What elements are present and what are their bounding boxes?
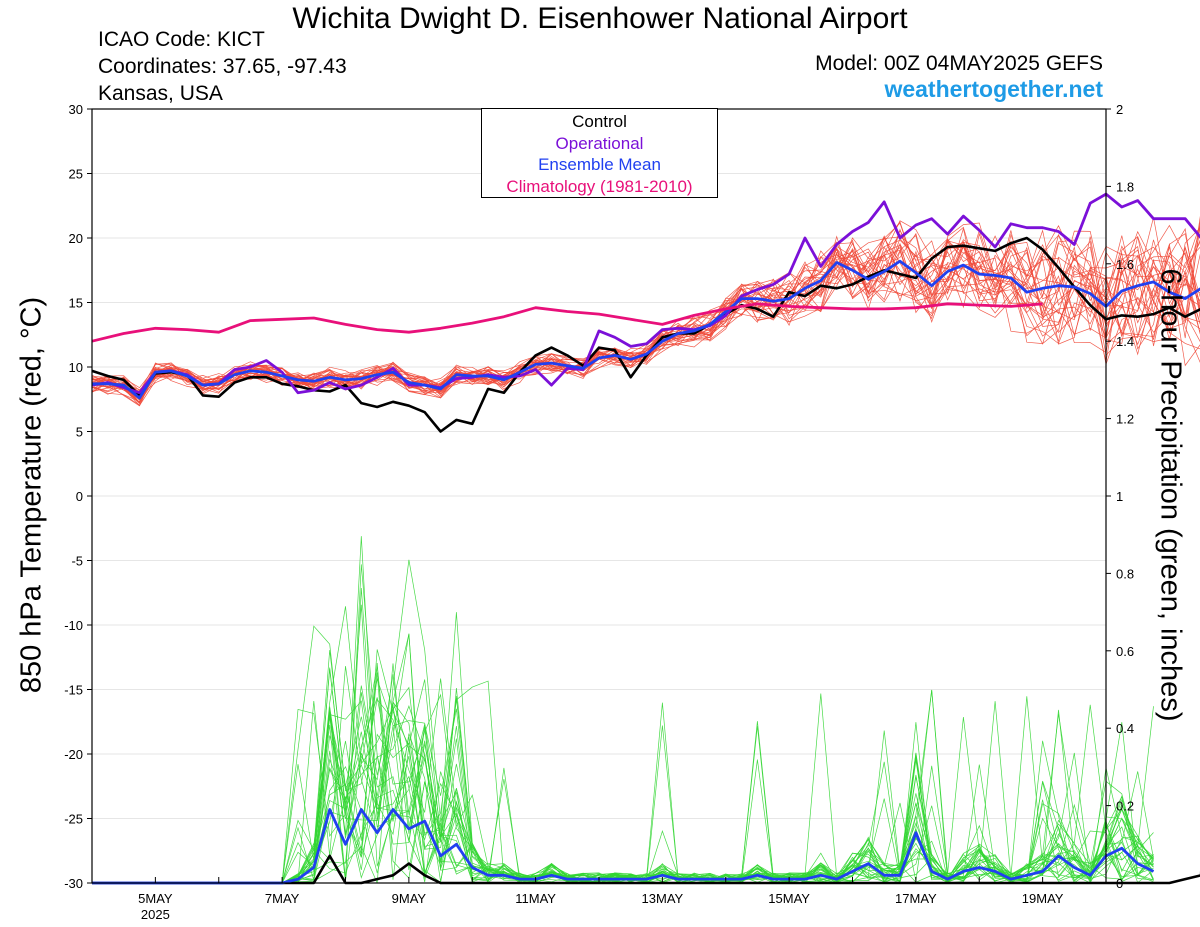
y-left-tick-label: 25 bbox=[69, 167, 83, 182]
y-left-tick-label: 15 bbox=[69, 296, 83, 311]
y-right-tick-label: 0.8 bbox=[1116, 566, 1134, 581]
precip-member-line bbox=[92, 564, 1154, 884]
y-left-tick-label: -15 bbox=[64, 683, 83, 698]
y-left-tick-label: 0 bbox=[76, 489, 83, 504]
y-left-tick-label: -25 bbox=[64, 812, 83, 827]
x-tick-label: 11MAY bbox=[515, 891, 556, 906]
precip-member-line bbox=[92, 606, 1154, 884]
precip-member-line bbox=[92, 604, 1154, 884]
y-left-tick-label: -30 bbox=[64, 876, 83, 891]
legend-ensemble-mean: Ensemble Mean bbox=[538, 155, 661, 174]
y-right-tick-label: 1 bbox=[1116, 489, 1123, 504]
y-right-tick-label: 1.6 bbox=[1116, 257, 1134, 272]
y-axis-left-label: 850 hPa Temperature (red, °C) bbox=[15, 296, 48, 694]
coordinates: Coordinates: 37.65, -97.43 bbox=[98, 55, 347, 78]
model-run: Model: 00Z 04MAY2025 GEFS bbox=[815, 52, 1103, 75]
precip-member-line bbox=[92, 666, 1154, 884]
temp-member-line bbox=[91, 234, 1200, 403]
y-right-tick-label: 0.6 bbox=[1116, 644, 1134, 659]
precip-member-line bbox=[92, 685, 1154, 884]
y-right-tick-label: 1.2 bbox=[1116, 412, 1134, 427]
y-left-tick-label: 30 bbox=[69, 102, 83, 117]
chart-title: Wichita Dwight D. Eisenhower National Ai… bbox=[292, 2, 908, 35]
precip-member-line bbox=[92, 662, 1154, 884]
x-tick-label: 2025 bbox=[141, 907, 170, 922]
region: Kansas, USA bbox=[98, 82, 223, 105]
precip-member-line bbox=[92, 663, 1154, 884]
y-right-tick-label: 1.4 bbox=[1116, 334, 1134, 349]
x-tick-label: 7MAY bbox=[265, 891, 300, 906]
y-left-tick-label: -5 bbox=[71, 554, 83, 569]
x-tick-label: 5MAY bbox=[138, 891, 173, 906]
y-left-tick-label: 5 bbox=[76, 425, 83, 440]
climatology-line bbox=[91, 302, 1043, 343]
precip-member-line bbox=[92, 706, 1154, 884]
precip-member-line bbox=[92, 612, 1154, 884]
y-left-tick-label: 20 bbox=[69, 231, 83, 246]
precip-member-line bbox=[92, 634, 1154, 884]
temp-member-line bbox=[91, 232, 1200, 400]
y-right-tick-label: 1.8 bbox=[1116, 179, 1134, 194]
legend-climatology: Climatology (1981-2010) bbox=[506, 176, 693, 196]
ensemble-mean-temp-line bbox=[92, 259, 1200, 400]
legend-operational: Operational bbox=[555, 133, 644, 153]
precip-member-line bbox=[92, 625, 1154, 884]
precip-member-line bbox=[92, 559, 1154, 884]
precip-member-line bbox=[92, 650, 1154, 884]
precip-member-line bbox=[92, 708, 1154, 884]
x-tick-label: 9MAY bbox=[392, 891, 427, 906]
ensemble-mean-precip-line bbox=[92, 808, 1155, 885]
precip-member-line bbox=[92, 733, 1154, 884]
y-right-tick-label: 0 bbox=[1116, 876, 1123, 891]
x-tick-label: 13MAY bbox=[642, 891, 684, 906]
legend-control: Control bbox=[572, 112, 627, 131]
temp-member-line bbox=[91, 215, 1200, 404]
y-right-tick-label: 0.2 bbox=[1116, 799, 1134, 814]
precip-member-line bbox=[92, 686, 1154, 884]
precip-member-line bbox=[92, 672, 1154, 884]
site-name[interactable]: weathertogether.net bbox=[884, 76, 1103, 102]
legend: Control Operational Ensemble Mean Climat… bbox=[481, 108, 718, 198]
x-tick-label: 19MAY bbox=[1022, 891, 1064, 906]
y-axis-right-label: 6-hour Precipitation (green, inches) bbox=[1154, 268, 1187, 722]
precip-member-line bbox=[92, 667, 1154, 884]
precip-member-line bbox=[92, 687, 1154, 884]
icao-code: ICAO Code: KICT bbox=[98, 28, 265, 51]
precip-member-line bbox=[92, 649, 1154, 884]
x-tick-label: 17MAY bbox=[895, 891, 937, 906]
y-left-tick-label: 10 bbox=[69, 360, 83, 375]
x-tick-label: 15MAY bbox=[768, 891, 810, 906]
y-right-tick-label: 0.4 bbox=[1116, 721, 1134, 736]
y-right-tick-label: 2 bbox=[1116, 102, 1123, 117]
y-left-tick-label: -10 bbox=[64, 618, 83, 633]
precip-member-line bbox=[92, 669, 1154, 884]
precip-member-line bbox=[92, 587, 1154, 884]
y-left-tick-label: -20 bbox=[64, 747, 83, 762]
temp-member-line bbox=[91, 236, 1200, 392]
precip-member-line bbox=[92, 705, 1154, 884]
